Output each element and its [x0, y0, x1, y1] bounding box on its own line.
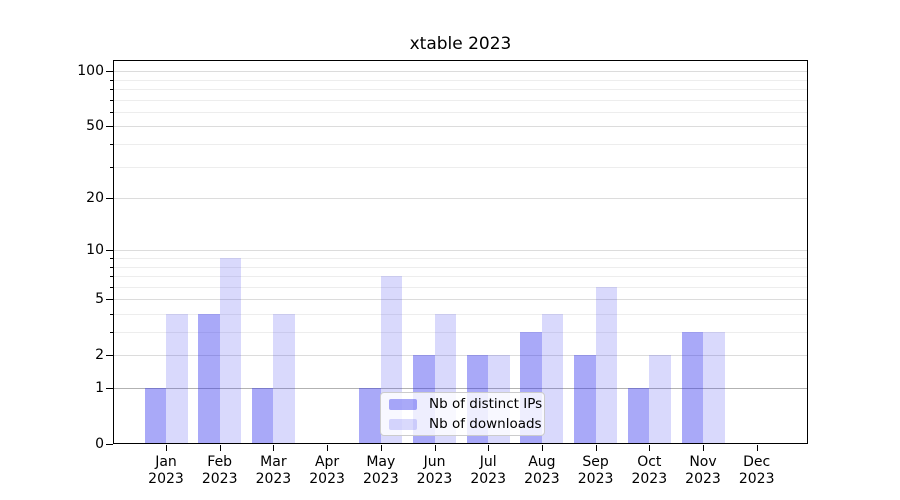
gridline-major-5	[113, 299, 808, 301]
x-tick-label-sep: Sep 2023	[577, 454, 614, 487]
gridline-major-2	[113, 355, 808, 357]
gridline-minor-4	[113, 313, 808, 315]
x-tick-label-jan: Jan 2023	[148, 454, 184, 487]
gridline-major-100	[113, 71, 808, 73]
x-tick-jul	[488, 445, 490, 451]
x-tick-mar	[273, 445, 275, 451]
y-tick-50	[106, 126, 113, 128]
bar-downloads-aug	[541, 313, 564, 444]
y-tick-2	[106, 355, 113, 357]
y-tick-0	[106, 444, 113, 445]
y-minor-tick-9	[110, 257, 113, 259]
x-tick-nov	[703, 445, 704, 451]
y-tick-label-0: 0	[95, 436, 104, 452]
y-minor-tick-40	[110, 144, 113, 145]
gridline-minor-7	[113, 276, 808, 278]
y-tick-label-100: 100	[77, 63, 104, 80]
y-minor-tick-90	[110, 79, 113, 81]
legend-item-ips: Nb of distinct IPs	[387, 396, 542, 412]
bar-downloads-oct	[649, 355, 671, 444]
x-tick-may	[380, 445, 382, 451]
gridline-major-50	[113, 126, 808, 128]
y-tick-100	[106, 71, 113, 73]
chart-title: xtable 2023	[409, 34, 512, 54]
x-tick-label-aug: Aug 2023	[524, 454, 560, 487]
gridline-major-10	[113, 250, 808, 252]
bar-downloads-feb	[219, 257, 242, 444]
y-minor-tick-6	[110, 286, 113, 288]
y-minor-tick-4	[110, 313, 113, 315]
bar-ips-jan	[144, 388, 166, 444]
bar-ips-feb	[198, 313, 220, 444]
y-minor-tick-80	[110, 89, 113, 90]
x-tick-aug	[541, 445, 543, 451]
y-tick-20	[106, 198, 113, 200]
x-tick-label-oct: Oct 2023	[631, 454, 668, 487]
y-tick-label-50: 50	[86, 118, 104, 135]
legend: Nb of distinct IPs Nb of downloads	[380, 392, 545, 436]
legend-label-downloads: Nb of downloads	[429, 416, 542, 432]
gridline-minor-9	[113, 257, 808, 259]
y-tick-label-1: 1	[95, 380, 104, 396]
gridline-major-1	[113, 388, 808, 389]
gridline-minor-60	[113, 111, 808, 113]
gridline-minor-80	[113, 89, 808, 90]
bar-ips-nov	[681, 332, 703, 444]
y-tick-1	[106, 388, 113, 389]
legend-swatch-downloads	[389, 418, 417, 430]
y-tick-5	[106, 299, 113, 301]
x-tick-dec	[756, 445, 758, 451]
x-tick-label-feb: Feb 2023	[201, 454, 238, 487]
x-tick-label-jun: Jun 2023	[416, 454, 453, 487]
gridline-minor-70	[113, 99, 808, 101]
y-minor-tick-7	[110, 276, 113, 278]
y-tick-10	[106, 250, 113, 252]
bar-ips-sep	[574, 355, 596, 444]
plot-area	[113, 60, 808, 444]
x-tick-apr	[327, 445, 329, 451]
y-minor-tick-70	[110, 99, 113, 101]
x-tick-label-dec: Dec 2023	[738, 454, 775, 487]
gridline-minor-3	[113, 332, 808, 333]
x-tick-label-apr: Apr 2023	[309, 454, 345, 487]
x-tick-label-nov: Nov 2023	[685, 454, 721, 487]
x-tick-sep	[595, 445, 597, 451]
gridline-major-20	[113, 198, 808, 200]
x-tick-jun	[434, 445, 436, 451]
y-minor-tick-60	[110, 111, 113, 113]
x-tick-label-mar: Mar 2023	[255, 454, 292, 487]
y-tick-label-10: 10	[86, 242, 104, 259]
gridline-minor-8	[113, 266, 808, 268]
y-minor-tick-3	[110, 332, 113, 333]
x-tick-label-may: May 2023	[362, 454, 399, 487]
bar-downloads-mar	[273, 313, 295, 444]
y-tick-label-5: 5	[95, 291, 104, 308]
x-tick-jan	[166, 445, 167, 451]
legend-swatch-ips	[389, 398, 417, 410]
legend-item-downloads: Nb of downloads	[387, 416, 542, 432]
bar-downloads-jan	[166, 313, 188, 444]
bar-downloads-nov	[703, 332, 725, 444]
gridline-minor-90	[113, 79, 808, 81]
bar-ips-may	[359, 388, 381, 444]
gridline-minor-6	[113, 286, 808, 288]
y-tick-label-2: 2	[95, 347, 104, 364]
legend-label-ips: Nb of distinct IPs	[429, 396, 543, 412]
y-minor-tick-8	[110, 266, 113, 268]
x-tick-feb	[219, 445, 221, 451]
bar-ips-oct	[627, 388, 650, 444]
bar-ips-mar	[251, 388, 274, 444]
bar-downloads-sep	[595, 286, 618, 444]
x-tick-oct	[649, 445, 651, 451]
gridline-minor-40	[113, 144, 808, 145]
gridline-minor-30	[113, 166, 808, 168]
y-tick-label-20: 20	[86, 190, 104, 207]
x-tick-label-jul: Jul 2023	[470, 454, 506, 487]
y-minor-tick-30	[110, 166, 113, 168]
